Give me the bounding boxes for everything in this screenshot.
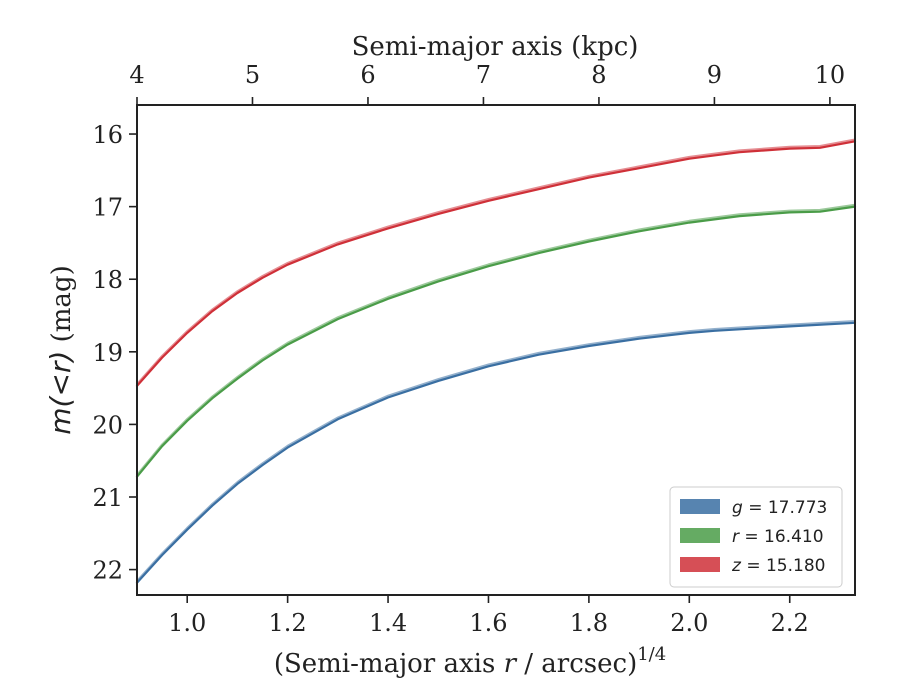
y-tick-label: 17 (92, 194, 123, 222)
legend: g = 17.773 r = 16.410 z = 15.180 (669, 486, 843, 588)
series-line-r-overlay (136, 203, 856, 476)
y-tick-label: 18 (92, 266, 123, 294)
legend-swatch-g (680, 499, 720, 514)
axes-frame-rect (136, 104, 856, 596)
top-x-tick-label: 9 (707, 61, 722, 89)
x-axis-title: (Semi-major axis r / arcsec)1/4 (274, 644, 666, 679)
top-x-tick-label: 10 (815, 61, 846, 89)
top-x-axis-title: Semi-major axis (kpc) (352, 32, 639, 62)
top-x-axis: 4 5 6 7 8 9 10 (129, 61, 845, 105)
y-tick-label: 19 (92, 339, 123, 367)
x-tick-label: 2.0 (670, 609, 708, 637)
x-tick-label: 1.4 (369, 609, 407, 637)
plot-lines (135, 138, 857, 584)
series-line-g (135, 321, 857, 584)
legend-swatch-r (680, 528, 720, 543)
series-line-z-overlay (136, 138, 856, 385)
x-tick-label: 1.0 (168, 609, 206, 637)
x-axis-title-main: (Semi-major axis r / arcsec) (274, 649, 637, 679)
series-line-r (135, 205, 857, 478)
y-tick-label: 21 (92, 484, 123, 512)
y-axis-title-variable: m(<r) (44, 351, 77, 435)
top-x-tick-label: 7 (476, 61, 491, 89)
x-axis-title-variable: r (504, 649, 518, 679)
y-tick-label: 16 (92, 121, 123, 149)
x-axis-title-exponent: 1/4 (637, 644, 666, 665)
legend-swatch-z (680, 557, 720, 572)
top-x-tick-label: 4 (129, 61, 144, 89)
legend-label-z: z = 15.180 (731, 556, 825, 576)
x-tick-label: 2.2 (771, 609, 809, 637)
top-x-tick-label: 5 (245, 61, 260, 89)
legend-label-r: r = 16.410 (732, 527, 824, 547)
y-axis-title: m(<r) (mag) (44, 265, 77, 434)
y-axis: 16 17 18 19 20 21 22 (92, 121, 137, 585)
y-tick-label: 22 (92, 557, 123, 585)
top-x-tick-label: 6 (360, 61, 375, 89)
bottom-x-axis: 1.0 1.2 1.4 1.6 1.8 2.0 2.2 (168, 595, 809, 637)
series-line-z (135, 140, 857, 387)
x-tick-label: 1.2 (269, 609, 307, 637)
x-tick-label: 1.6 (469, 609, 507, 637)
y-tick-label: 20 (92, 411, 123, 439)
axes-frame (136, 104, 856, 596)
x-tick-label: 1.8 (570, 609, 608, 637)
legend-label-g: g = 17.773 (732, 498, 827, 518)
series-line-g-overlay (136, 320, 856, 582)
top-x-tick-label: 8 (591, 61, 606, 89)
